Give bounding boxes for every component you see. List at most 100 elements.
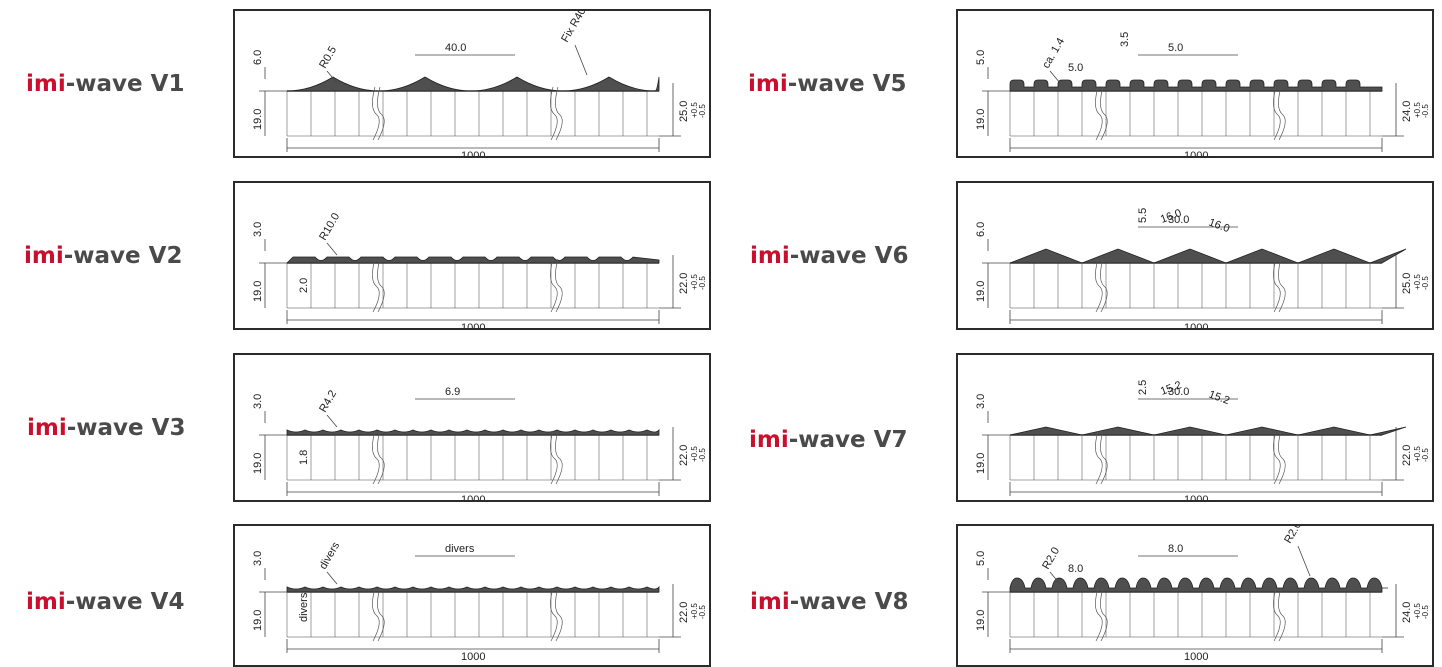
base-height-label: 19.0	[252, 610, 264, 631]
tolerance-minus-label: -0.5	[698, 448, 707, 462]
width-dimension-label: 1000	[1184, 322, 1208, 328]
break-mark	[550, 86, 558, 141]
total-height-label: 22.0	[678, 445, 690, 466]
break-mark	[1100, 258, 1108, 313]
break-mark	[372, 430, 380, 485]
leader-line	[326, 242, 338, 256]
break-mark	[1278, 86, 1286, 141]
tolerance-minus-label: -0.5	[1421, 605, 1430, 619]
break-mark	[1100, 430, 1108, 485]
profile-surface	[1009, 79, 1383, 92]
width-dimension-label: 1000	[1184, 150, 1208, 156]
tolerance-minus-label: -0.5	[1421, 104, 1430, 118]
radius-b-label: R2.0	[1282, 526, 1304, 546]
break-mark	[1273, 86, 1281, 141]
break-mark	[372, 258, 380, 313]
base-height-label: 19.0	[252, 109, 264, 130]
tolerance-plus-label: +0.5	[690, 274, 699, 290]
base-height-label: 19.0	[975, 453, 987, 474]
width-dimension-label: 1000	[461, 322, 485, 328]
top-height-label: 3.0	[252, 551, 264, 566]
product-label-v4: imi-wave V4	[26, 589, 185, 615]
tolerance-plus-label: +0.5	[690, 446, 699, 462]
radius-a-label: R0.5	[317, 44, 339, 70]
profile-surface	[286, 585, 660, 593]
tolerance-plus-label: +0.5	[690, 603, 699, 619]
product-label-v8: imi-wave V8	[750, 589, 909, 615]
pitch-label: 8.0	[1168, 543, 1183, 555]
break-mark	[555, 86, 563, 141]
top-height-label: 5.0	[975, 551, 987, 566]
pitch-label: 6.9	[445, 386, 460, 398]
break-mark	[377, 587, 385, 642]
pitch-label: 40.0	[445, 42, 466, 54]
top-height-label: 6.0	[252, 50, 264, 65]
width-dimension-label: 1000	[1184, 651, 1208, 663]
product-label-v6: imi-wave V6	[750, 243, 909, 269]
profile-drawing: 1000 19.0 3.0 22.0 +0.5 -0.5 2.0 R10.0	[252, 211, 707, 328]
base-height-label: 19.0	[975, 610, 987, 631]
gap-label: 8.0	[1068, 563, 1083, 575]
break-mark	[550, 430, 558, 485]
break-mark	[1095, 86, 1103, 141]
drawing-panel-v1: 1000 19.0 6.0 25.0 +0.5 -0.5 40.0 R0.5 Fix R40.0	[233, 9, 711, 158]
tolerance-plus-label: +0.5	[1413, 446, 1422, 462]
base-height-label: 19.0	[252, 453, 264, 474]
drawing-panel-v4: 1000 19.0 3.0 22.0 +0.5 -0.5 divers divers diver…	[233, 524, 711, 667]
base-height-label: 19.0	[975, 281, 987, 302]
width-dimension-label: 1000	[1184, 494, 1208, 500]
break-mark	[377, 86, 385, 141]
break-mark	[555, 430, 563, 485]
total-height-label: 25.0	[678, 101, 690, 122]
sub-height-label: divers	[298, 592, 310, 622]
break-mark	[372, 86, 380, 141]
total-height-label: 24.0	[1401, 101, 1413, 122]
tolerance-plus-label: +0.5	[690, 102, 699, 118]
bump-height-label: 3.5	[1119, 32, 1131, 47]
pitch-label: 30.0	[1168, 386, 1189, 398]
tolerance-plus-label: +0.5	[1413, 274, 1422, 290]
drawing-panel-v3: 1000 19.0 3.0 22.0 +0.5 -0.5 6.9 1.8 R4.2	[233, 353, 711, 502]
top-height-label: 3.0	[975, 394, 987, 409]
width-dimension-label: 1000	[461, 494, 485, 500]
base-height-label: 19.0	[975, 109, 987, 130]
product-label-v2: imi-wave V2	[24, 243, 183, 269]
drawing-panel-v7: 1000 19.0 3.0 22.0 +0.5 -0.5 30.0 2.5 15.2 15.2	[956, 353, 1434, 502]
leader-line	[326, 70, 338, 84]
top-height-label: 3.0	[252, 394, 264, 409]
break-mark	[1095, 258, 1103, 313]
pitch-label: 30.0	[1168, 214, 1189, 226]
sub-height-label: 1.8	[298, 450, 310, 465]
leader-line	[1049, 571, 1061, 585]
tolerance-plus-label: +0.5	[1413, 102, 1422, 118]
break-mark	[1273, 258, 1281, 313]
profile-surface	[286, 428, 660, 436]
drawing-panel-v2: 1000 19.0 3.0 22.0 +0.5 -0.5 2.0 R10.0	[233, 181, 711, 330]
radius-a-label: R4.2	[317, 388, 339, 414]
leader-line	[1049, 70, 1061, 84]
profile-drawing: 1000 19.0 6.0 25.0 +0.5 -0.5 40.0 R0.5 Fix R40.0	[252, 11, 707, 156]
product-label-v3: imi-wave V3	[27, 415, 186, 441]
radius-a-label: divers	[317, 540, 342, 572]
break-mark	[1273, 430, 1281, 485]
drawing-panel-v5: 1000 19.0 5.0 24.0 +0.5 -0.5 5.0 5.0 3.5 ca. 1.4	[956, 9, 1434, 158]
total-height-label: 22.0	[1401, 445, 1413, 466]
leader-line	[326, 414, 338, 428]
radius-a-label: R10.0	[317, 211, 342, 242]
top-height-label: 5.0	[975, 50, 987, 65]
break-mark	[555, 258, 563, 313]
break-mark	[372, 587, 380, 642]
tolerance-minus-label: -0.5	[1421, 276, 1430, 290]
leader-line	[326, 571, 338, 585]
profile-surface	[1009, 577, 1388, 593]
peak-height-label: 5.5	[1137, 208, 1149, 223]
break-mark	[1278, 587, 1286, 642]
radius-a-label: R2.0	[1040, 545, 1062, 571]
break-mark	[377, 430, 385, 485]
total-height-label: 22.0	[678, 273, 690, 294]
break-mark	[1273, 587, 1281, 642]
total-height-label: 25.0	[1401, 273, 1413, 294]
profile-surface	[1009, 248, 1407, 264]
product-label-v1: imi-wave V1	[26, 71, 185, 97]
radius-a-label: ca. 1.4	[1040, 36, 1067, 71]
